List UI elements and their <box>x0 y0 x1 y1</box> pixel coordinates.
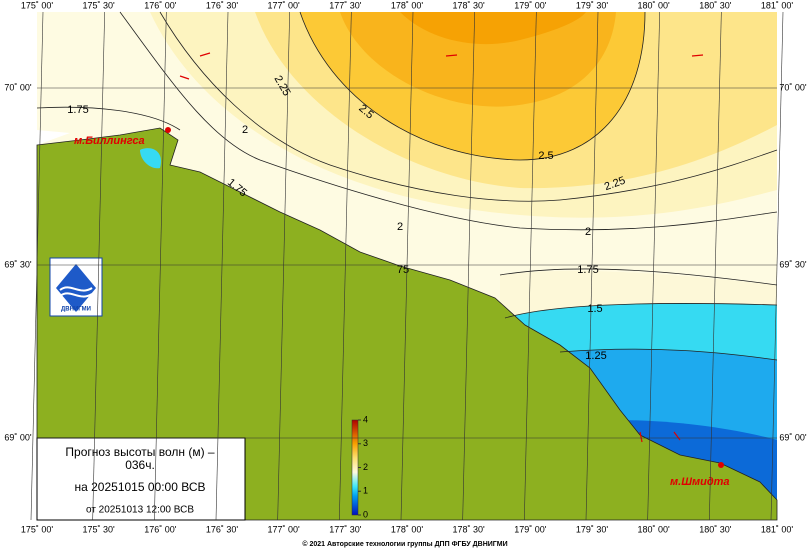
grid-line <box>92 11 105 521</box>
colorbar-label: 1 <box>363 486 368 496</box>
lon-label: 181˚ 00' <box>761 524 794 534</box>
lon-label: 176˚ 30' <box>206 0 239 10</box>
contour-label: 2 <box>585 226 591 238</box>
lat-label: 69˚ 00' <box>779 432 807 442</box>
lon-label: 180˚ 30' <box>699 0 732 10</box>
lon-label: 175˚ 30' <box>83 524 116 534</box>
colorbar-label: 4 <box>363 414 368 424</box>
grid-line <box>154 11 167 521</box>
lat-label: 69˚ 00' <box>4 432 32 442</box>
contour-label: 1.75 <box>577 264 598 276</box>
lon-label: 177˚ 30' <box>329 0 362 10</box>
lon-label: 178˚ 30' <box>453 524 486 534</box>
lagoon <box>140 148 161 169</box>
lon-label: 179˚ 00' <box>514 524 547 534</box>
logo-shape <box>56 264 96 312</box>
grid-line <box>647 11 660 521</box>
lon-label: 179˚ 30' <box>576 0 609 10</box>
grid-line <box>770 11 784 521</box>
legend-box <box>36 437 246 521</box>
lon-label: 177˚ 00' <box>268 524 301 534</box>
grid-line <box>585 11 599 521</box>
lon-label: 175˚ 00' <box>21 0 54 10</box>
lon-label: 178˚ 30' <box>453 0 486 10</box>
wave-arrows <box>179 52 704 443</box>
lon-label: 178˚ 00' <box>391 0 424 10</box>
legend-valid: на 20251015 00:00 ВСВ <box>75 480 206 494</box>
legend-title: Прогноз высоты волн (м) – <box>65 445 215 459</box>
contour-label: 75 <box>397 264 409 276</box>
legend-issued: от 20251013 12:00 ВСВ <box>86 505 194 516</box>
copyright: © 2021 Авторские технологии группы ДПП Ф… <box>302 540 507 548</box>
lon-label: 180˚ 00' <box>638 0 671 10</box>
lat-label: 69˚ 30' <box>4 259 32 269</box>
grid-line <box>462 11 475 521</box>
contour-label: 2 <box>242 124 248 136</box>
grid-line <box>215 11 229 521</box>
logo-text: ДВНИГМИ <box>61 307 91 313</box>
colorbar-label: 3 <box>363 438 368 448</box>
legend-lead: 036ч. <box>125 458 155 472</box>
land <box>36 127 778 521</box>
contour-label: 1.5 <box>587 303 602 315</box>
contour-label: 1.75 <box>67 104 88 116</box>
lat-label: 69˚ 30' <box>779 259 807 269</box>
wave-band-275 <box>340 12 616 107</box>
lon-label: 178˚ 00' <box>391 524 424 534</box>
lat-label: 70˚ 00' <box>779 82 807 92</box>
grid-line <box>400 11 414 521</box>
place-name: м.Биллингса <box>74 135 145 147</box>
grid-line <box>524 11 537 521</box>
colorbar-label: 0 <box>363 509 368 519</box>
grid-line <box>277 11 290 521</box>
lon-label: 177˚ 00' <box>268 0 301 10</box>
lon-label: 180˚ 30' <box>699 524 732 534</box>
contour-label: 1.25 <box>585 350 606 362</box>
lon-label: 179˚ 00' <box>514 0 547 10</box>
place-marker <box>165 127 171 133</box>
grid-line <box>30 11 44 521</box>
lon-label: 180˚ 00' <box>638 524 671 534</box>
contour-label: 2.5 <box>538 150 553 162</box>
colorbar-label: 2 <box>363 462 368 472</box>
contour-label: 2 <box>397 221 403 233</box>
contours <box>36 11 778 361</box>
logo-waves <box>59 286 93 298</box>
place-marker <box>718 462 724 468</box>
lon-label: 176˚ 00' <box>144 524 177 534</box>
lon-label: 176˚ 30' <box>206 524 239 534</box>
place-name: м.Шмидта <box>670 476 730 488</box>
grid-line <box>339 11 352 521</box>
lon-label: 176˚ 00' <box>144 0 177 10</box>
lon-label: 175˚ 00' <box>21 524 54 534</box>
wave-band-3 <box>400 12 586 45</box>
grid-line <box>709 11 722 521</box>
lat-label: 70˚ 00' <box>4 82 32 92</box>
lon-label: 181˚ 00' <box>761 0 794 10</box>
lon-label: 175˚ 30' <box>83 0 116 10</box>
lon-label: 177˚ 30' <box>329 524 362 534</box>
lon-label: 179˚ 30' <box>576 524 609 534</box>
no-data <box>37 130 70 145</box>
colorbar <box>351 419 359 516</box>
